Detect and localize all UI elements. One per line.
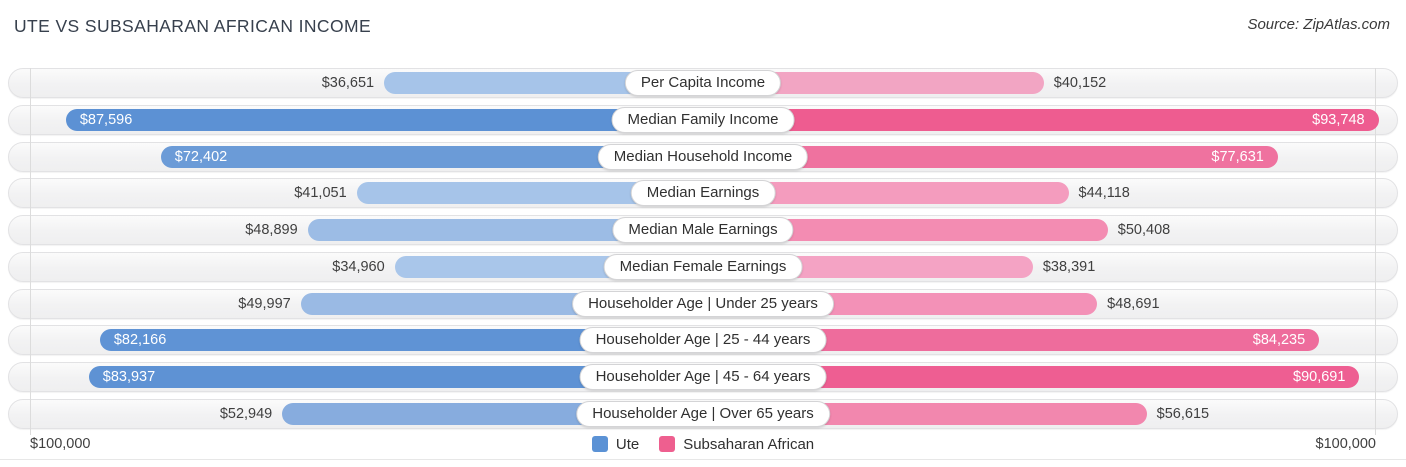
subsaharan-african-value-label: $44,118 (1078, 185, 1130, 202)
chart-row: $48,899 $50,408 Median Male Earnings (8, 215, 1398, 246)
chart-row: $34,960 $38,391 Median Female Earnings (8, 251, 1398, 282)
ute-value-label: $52,949 (219, 405, 273, 422)
ute-bar (307, 219, 703, 242)
chart-row: $72,402 $77,631 Median Household Income (8, 141, 1398, 172)
ute-value-label: $83,937 (102, 369, 156, 386)
ute-bar: $72,402 (160, 145, 703, 168)
subsaharan-african-bar (703, 72, 1044, 94)
chart-row: $83,937 $90,691 Householder Age | 45 - 64 … (8, 362, 1398, 393)
legend-item-subsaharan-african: Subsaharan African (659, 436, 814, 453)
axis-gridline-right (1375, 68, 1376, 435)
axis-max-label-left: $100,000 (30, 436, 91, 452)
category-label: Householder Age | 45 - 64 years (579, 364, 827, 391)
axis-max-label-right: $100,000 (1315, 436, 1376, 452)
source-attribution: Source: ZipAtlas.com (1247, 16, 1390, 33)
subsaharan-african-value-label: $93,748 (1312, 111, 1365, 128)
category-label: Median Male Earnings (612, 217, 794, 244)
plot-area: $36,651 $40,152 Per Capita Income $87,596 $9… (8, 68, 1398, 429)
bottom-axis-line (0, 459, 1406, 460)
category-label: Median Household Income (597, 143, 809, 170)
chart-title: UTE VS SUBSAHARAN AFRICAN INCOME (14, 16, 372, 36)
ute-bar: $87,596 (65, 108, 703, 131)
chart-row: $41,051 $44,118 Median Earnings (8, 178, 1398, 209)
legend: Ute Subsaharan African (591, 435, 814, 453)
subsaharan-african-value-label: $90,691 (1293, 369, 1346, 386)
category-label: Householder Age | 25 - 44 years (579, 327, 827, 354)
ute-bar: $83,937 (88, 366, 703, 389)
ute-value-label: $87,596 (79, 111, 133, 128)
chart-header: UTE VS SUBSAHARAN AFRICAN INCOME Source:… (14, 16, 1390, 37)
ute-value-label: $82,166 (113, 332, 167, 349)
subsaharan-african-bar: $77,631 (703, 145, 1278, 168)
legend-swatch-ute (591, 436, 608, 452)
subsaharan-african-value-label: $48,691 (1107, 295, 1160, 312)
legend-label-ute: Ute (615, 435, 640, 453)
legend-label-subsaharan-african: Subsaharan African (683, 435, 815, 453)
ute-value-label: $48,899 (245, 222, 298, 239)
ute-bar (356, 182, 703, 205)
subsaharan-african-value-label: $38,391 (1042, 258, 1096, 275)
ute-value-label: $72,402 (174, 148, 228, 165)
category-label: Householder Age | Under 25 years (572, 290, 834, 317)
legend-item-ute: Ute (591, 435, 640, 453)
axis-row: $100,000 Ute Subsaharan African $100,000 (30, 431, 1376, 457)
subsaharan-african-value-label: $56,615 (1156, 405, 1210, 422)
subsaharan-african-bar (703, 182, 1069, 205)
chart-row: $36,651 $40,152 Per Capita Income (8, 68, 1398, 98)
ute-value-label: $36,651 (321, 75, 375, 91)
ute-value-label: $49,997 (238, 295, 291, 312)
subsaharan-african-bar: $84,235 (703, 329, 1320, 352)
subsaharan-african-value-label: $77,631 (1211, 148, 1264, 165)
subsaharan-african-bar: $93,748 (703, 108, 1379, 131)
axis-gridline-left (30, 68, 31, 435)
chart-row: $87,596 $93,748 Median Family Income (8, 104, 1398, 135)
chart-row: $82,166 $84,235 Householder Age | 25 - 44 … (8, 325, 1398, 356)
category-label: Median Female Earnings (603, 253, 803, 280)
category-label: Median Earnings (630, 180, 776, 207)
subsaharan-african-value-label: $40,152 (1053, 75, 1107, 91)
chart-row: $49,997 $48,691 Householder Age | Under 25… (8, 288, 1398, 319)
ute-bar (384, 72, 703, 94)
subsaharan-african-bar: $90,691 (703, 366, 1360, 389)
chart-row: $52,949 $56,615 Householder Age | Over 65 … (8, 398, 1398, 429)
category-label: Per Capita Income (624, 70, 782, 96)
ute-value-label: $34,960 (332, 258, 385, 275)
category-label: Householder Age | Over 65 years (576, 400, 830, 427)
subsaharan-african-value-label: $50,408 (1117, 222, 1171, 239)
legend-swatch-subsaharan-african (659, 436, 676, 452)
ute-value-label: $41,051 (294, 185, 347, 202)
subsaharan-african-bar (703, 219, 1108, 242)
subsaharan-african-value-label: $84,235 (1252, 332, 1306, 349)
ute-bar: $82,166 (99, 329, 703, 352)
category-label: Median Family Income (611, 106, 795, 133)
